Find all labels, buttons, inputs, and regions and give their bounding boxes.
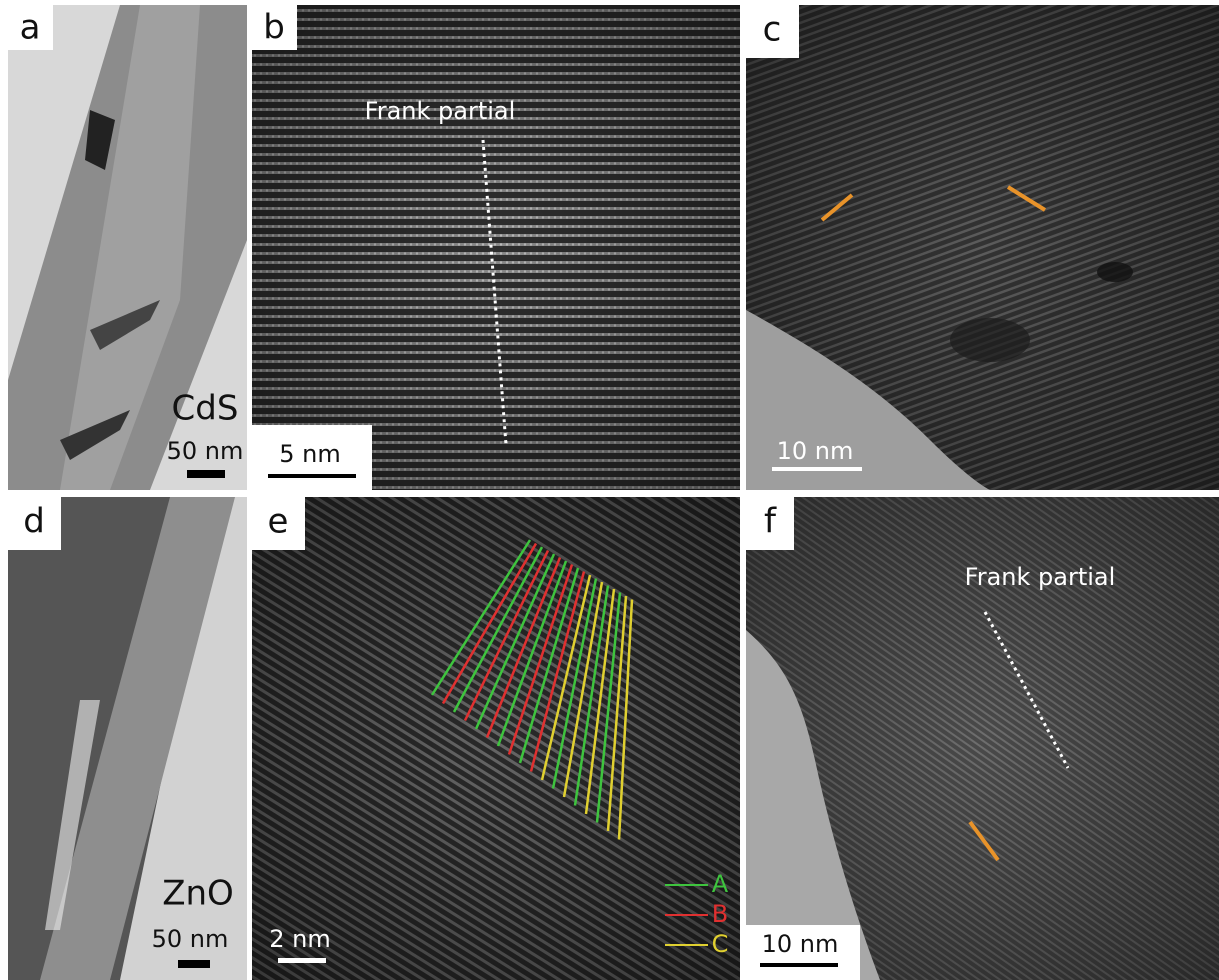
annotation: Frank partial	[965, 563, 1116, 591]
scale-bar	[278, 958, 326, 963]
panel-a: a CdS 50 nm	[8, 5, 247, 490]
scale-bar	[178, 960, 210, 968]
annotation: Frank partial	[365, 97, 516, 125]
scale-bar-label: 50 nm	[167, 437, 244, 465]
scale-bar-label: 50 nm	[152, 925, 229, 953]
panel-b: Frank partial b 5 nm	[252, 5, 740, 490]
panel-c: c 10 nm	[746, 5, 1219, 490]
scale-bar	[268, 474, 356, 478]
scale-bar-label: 5 nm	[279, 440, 341, 468]
panel-label: f	[764, 502, 777, 542]
panel-f: Frank partial f 10 nm	[746, 497, 1219, 980]
scale-bar-label: 2 nm	[269, 925, 331, 953]
material-label: CdS	[172, 389, 239, 429]
legend-label: A	[712, 870, 729, 898]
legend-label: B	[712, 900, 728, 928]
scale-bar-label: 10 nm	[777, 437, 854, 465]
figure: a CdS 50 nm Frank partial b 5 nm c 10 nm	[0, 0, 1219, 980]
material-label: ZnO	[162, 874, 234, 914]
scale-bar	[760, 963, 838, 967]
panel-label: e	[268, 502, 289, 542]
panel-d: d ZnO 50 nm	[8, 497, 247, 980]
panel-label: b	[263, 8, 285, 48]
legend-label: C	[712, 930, 729, 958]
panel-e: e 2 nm A B C	[252, 497, 740, 980]
panel-label: a	[20, 8, 41, 48]
scale-bar	[187, 470, 225, 478]
panel-label: c	[763, 10, 782, 50]
panel-label: d	[23, 502, 45, 542]
scale-bar	[772, 467, 862, 471]
scale-bar-label: 10 nm	[762, 930, 839, 958]
